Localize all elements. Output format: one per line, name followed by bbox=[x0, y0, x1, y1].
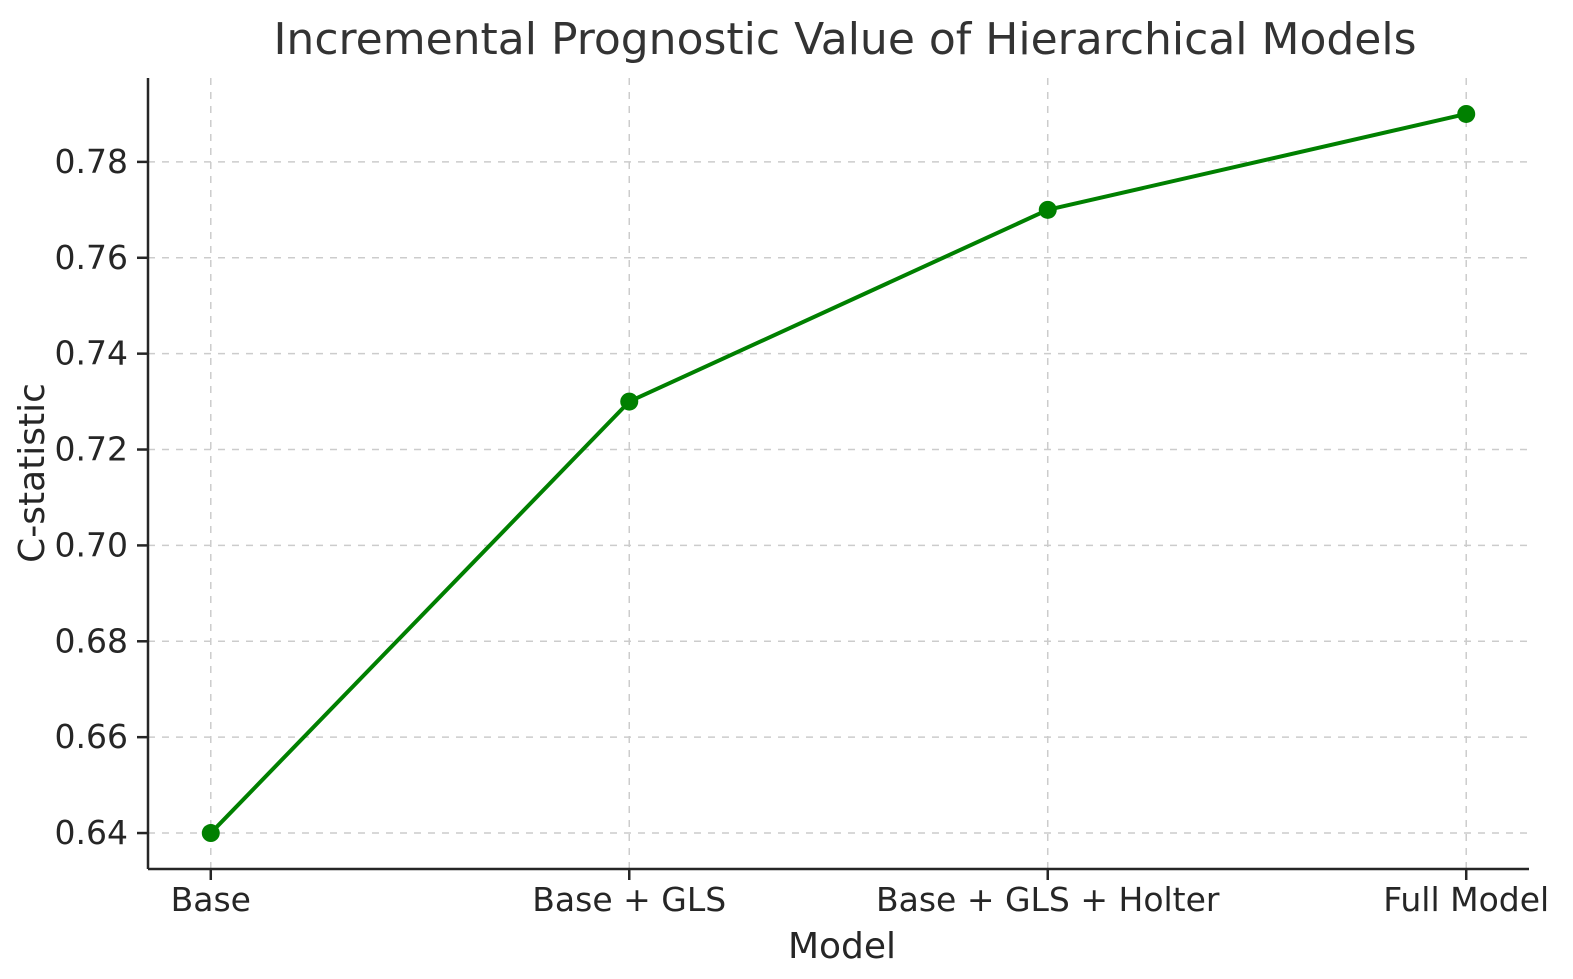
y-tick-label: 0.70 bbox=[55, 525, 128, 564]
data-point bbox=[201, 824, 220, 843]
x-tick-label: Base + GLS bbox=[532, 880, 726, 919]
grid-layer bbox=[148, 78, 1529, 869]
y-tick-label: 0.66 bbox=[55, 717, 128, 756]
y-tick-label: 0.68 bbox=[55, 621, 128, 660]
chart-title: Incremental Prognostic Value of Hierarch… bbox=[273, 14, 1416, 65]
y-tick-label: 0.76 bbox=[55, 238, 128, 277]
data-point bbox=[620, 392, 639, 411]
data-point bbox=[1038, 200, 1057, 219]
y-axis-label: C-statistic bbox=[12, 383, 53, 563]
x-tick-label: Base + GLS + Holter bbox=[876, 880, 1220, 919]
tick-label-layer: 0.64 0.66 0.68 0.70 0.72 0.74 0.76 0.78 Base Base… bbox=[55, 142, 1550, 919]
x-tick-label: Full Model bbox=[1383, 880, 1549, 919]
data-point bbox=[1457, 104, 1476, 123]
series-layer bbox=[201, 104, 1476, 843]
data-line bbox=[208, 111, 1469, 836]
y-tick-label: 0.72 bbox=[55, 430, 128, 469]
y-tick-label: 0.64 bbox=[55, 813, 128, 852]
x-tick-label: Base bbox=[171, 880, 251, 919]
tick-layer bbox=[137, 160, 1468, 880]
axis-spines bbox=[146, 78, 1529, 871]
y-tick-label: 0.74 bbox=[55, 334, 128, 373]
y-tick-label: 0.78 bbox=[55, 142, 128, 181]
x-axis-label: Model bbox=[788, 926, 896, 967]
